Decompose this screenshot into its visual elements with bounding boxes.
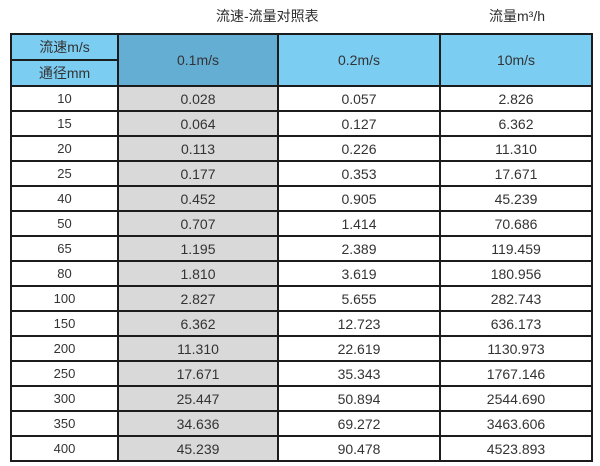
value-cell: 1.810: [117, 260, 279, 287]
table-row: 20 0.113 0.226 11.310: [10, 135, 593, 162]
corner-velocity-label: 流速m/s: [10, 33, 119, 61]
table-row: 250 17.671 35.343 1767.146: [10, 360, 593, 387]
value-cell: 90.478: [277, 435, 441, 462]
value-cell: 636.173: [439, 310, 593, 337]
diameter-cell: 200: [10, 335, 119, 362]
header-row-top: 流速m/s 0.1m/s 0.2m/s 10m/s: [10, 33, 593, 87]
table-row: 100 2.827 5.655 282.743: [10, 285, 593, 312]
value-cell: 22.619: [277, 335, 441, 362]
value-cell: 5.655: [277, 285, 441, 312]
table-row: 300 25.447 50.894 2544.690: [10, 385, 593, 412]
value-cell: 11.310: [439, 135, 593, 162]
value-cell: 17.671: [117, 360, 279, 387]
value-cell: 2.389: [277, 235, 441, 262]
column-header-0-1ms: 0.1m/s: [117, 33, 279, 87]
table-row: 40 0.452 0.905 45.239: [10, 185, 593, 212]
value-cell: 2.827: [117, 285, 279, 312]
table-row: 10 0.028 0.057 2.826: [10, 85, 593, 112]
column-header-10ms: 10m/s: [439, 33, 593, 87]
corner-diameter-label: 通径mm: [10, 59, 119, 87]
value-cell: 34.636: [117, 410, 279, 437]
value-cell: 25.447: [117, 385, 279, 412]
table-row: 350 34.636 69.272 3463.606: [10, 410, 593, 437]
diameter-cell: 25: [10, 160, 119, 187]
value-cell: 0.127: [277, 110, 441, 137]
value-cell: 1.414: [277, 210, 441, 237]
table-row: 80 1.810 3.619 180.956: [10, 260, 593, 287]
value-cell: 1767.146: [439, 360, 593, 387]
diameter-cell: 20: [10, 135, 119, 162]
table-header: 流速m/s 0.1m/s 0.2m/s 10m/s 通径mm: [10, 33, 593, 87]
flow-rate-table: 流速m/s 0.1m/s 0.2m/s 10m/s 通径mm 10 0.028 0.…: [10, 33, 593, 462]
diameter-cell: 80: [10, 260, 119, 287]
value-cell: 0.177: [117, 160, 279, 187]
value-cell: 1130.973: [439, 335, 593, 362]
table-row: 25 0.177 0.353 17.671: [10, 160, 593, 187]
diameter-cell: 400: [10, 435, 119, 462]
diameter-cell: 10: [10, 85, 119, 112]
value-cell: 0.707: [117, 210, 279, 237]
value-cell: 0.057: [277, 85, 441, 112]
value-cell: 0.064: [117, 110, 279, 137]
value-cell: 2544.690: [439, 385, 593, 412]
diameter-cell: 65: [10, 235, 119, 262]
table-row: 15 0.064 0.127 6.362: [10, 110, 593, 137]
value-cell: 11.310: [117, 335, 279, 362]
value-cell: 35.343: [277, 360, 441, 387]
diameter-cell: 40: [10, 185, 119, 212]
diameter-cell: 100: [10, 285, 119, 312]
diameter-cell: 250: [10, 360, 119, 387]
diameter-cell: 15: [10, 110, 119, 137]
value-cell: 4523.893: [439, 435, 593, 462]
value-cell: 45.239: [117, 435, 279, 462]
value-cell: 1.195: [117, 235, 279, 262]
value-cell: 2.826: [439, 85, 593, 112]
value-cell: 45.239: [439, 185, 593, 212]
value-cell: 6.362: [439, 110, 593, 137]
value-cell: 3463.606: [439, 410, 593, 437]
value-cell: 70.686: [439, 210, 593, 237]
table-row: 65 1.195 2.389 119.459: [10, 235, 593, 262]
value-cell: 0.226: [277, 135, 441, 162]
value-cell: 6.362: [117, 310, 279, 337]
diameter-cell: 50: [10, 210, 119, 237]
value-cell: 180.956: [439, 260, 593, 287]
page-title: 流速-流量对照表: [216, 8, 319, 24]
value-cell: 0.113: [117, 135, 279, 162]
column-header-0-2ms: 0.2m/s: [277, 33, 441, 87]
table-row: 50 0.707 1.414 70.686: [10, 210, 593, 237]
value-cell: 69.272: [277, 410, 441, 437]
value-cell: 12.723: [277, 310, 441, 337]
value-cell: 3.619: [277, 260, 441, 287]
value-cell: 17.671: [439, 160, 593, 187]
table-body: 10 0.028 0.057 2.826 15 0.064 0.127 6.362 20 0.11…: [10, 85, 593, 462]
table-row: 200 11.310 22.619 1130.973: [10, 335, 593, 362]
diameter-cell: 300: [10, 385, 119, 412]
flow-unit-label: 流量m³/h: [489, 8, 545, 24]
value-cell: 0.353: [277, 160, 441, 187]
header-row-bottom: 通径mm: [10, 59, 592, 87]
value-cell: 0.028: [117, 85, 279, 112]
value-cell: 119.459: [439, 235, 593, 262]
value-cell: 50.894: [277, 385, 441, 412]
diameter-cell: 150: [10, 310, 119, 337]
value-cell: 0.452: [117, 185, 279, 212]
diameter-cell: 350: [10, 410, 119, 437]
value-cell: 0.905: [277, 185, 441, 212]
value-cell: 282.743: [439, 285, 593, 312]
table-row: 150 6.362 12.723 636.173: [10, 310, 593, 337]
table-row: 400 45.239 90.478 4523.893: [10, 435, 593, 462]
